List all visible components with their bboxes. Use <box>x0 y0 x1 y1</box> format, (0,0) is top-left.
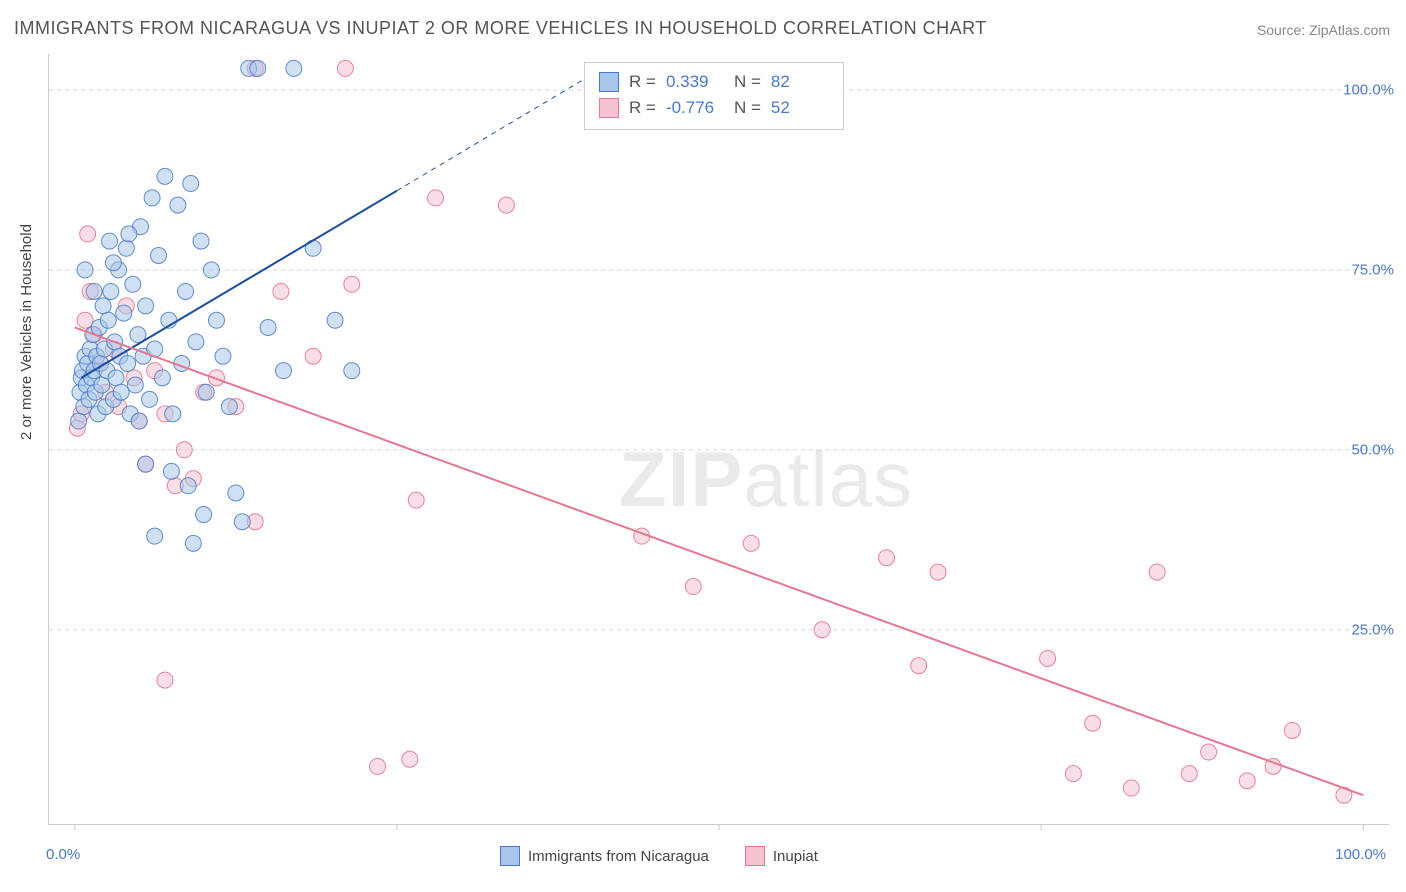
stats-row-blue: R = 0.339 N = 82 <box>599 69 829 95</box>
source-attribution: Source: ZipAtlas.com <box>1257 22 1390 38</box>
y-tick-label: 50.0% <box>1314 441 1394 458</box>
y-tick-label: 100.0% <box>1314 81 1394 98</box>
legend-label-pink: Inupiat <box>773 848 818 865</box>
correlation-stats-box: R = 0.339 N = 82 R = -0.776 N = 52 <box>584 62 844 130</box>
legend-item-pink: Inupiat <box>745 846 818 866</box>
legend-item-blue: Immigrants from Nicaragua <box>500 846 709 866</box>
x-axis-max-label: 100.0% <box>1335 846 1386 863</box>
swatch-pink-icon <box>745 846 765 866</box>
stat-r-label: R = <box>629 95 656 121</box>
stat-n-pink: 52 <box>771 95 829 121</box>
swatch-blue-icon <box>500 846 520 866</box>
y-axis-label: 2 or more Vehicles in Household <box>18 224 35 440</box>
y-tick-label: 75.0% <box>1314 261 1394 278</box>
stat-r-blue: 0.339 <box>666 69 724 95</box>
chart-svg <box>49 54 1389 824</box>
swatch-blue-icon <box>599 72 619 92</box>
x-axis-min-label: 0.0% <box>46 846 80 863</box>
y-tick-label: 25.0% <box>1314 621 1394 638</box>
stat-n-blue: 82 <box>771 69 829 95</box>
stat-n-label: N = <box>734 95 761 121</box>
stat-n-label: N = <box>734 69 761 95</box>
stat-r-label: R = <box>629 69 656 95</box>
stats-row-pink: R = -0.776 N = 52 <box>599 95 829 121</box>
chart-title: IMMIGRANTS FROM NICARAGUA VS INUPIAT 2 O… <box>14 18 987 39</box>
legend-label-blue: Immigrants from Nicaragua <box>528 848 709 865</box>
stat-r-pink: -0.776 <box>666 95 724 121</box>
plot-area: ZIPatlas R = 0.339 N = 82 R = -0.776 N =… <box>48 54 1389 825</box>
legend: Immigrants from Nicaragua Inupiat <box>500 846 818 866</box>
swatch-pink-icon <box>599 98 619 118</box>
